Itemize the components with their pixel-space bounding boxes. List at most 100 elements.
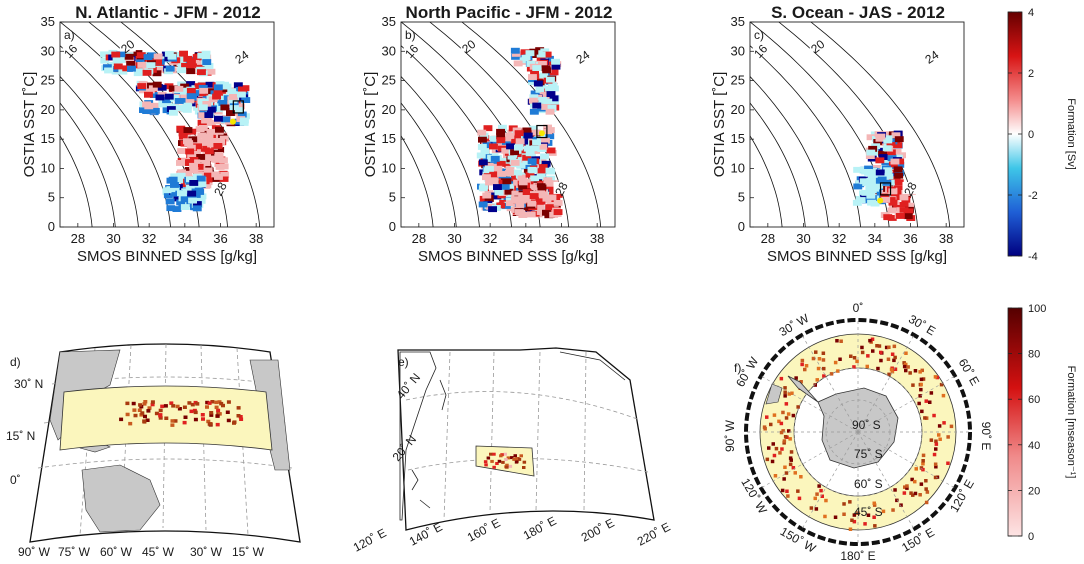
- formation-cell: [221, 403, 225, 408]
- y-axis-label: OSTIA SST [˚C]: [21, 72, 38, 178]
- formation-cell: [809, 506, 814, 510]
- panel-b-title: North Pacific - JFM - 2012: [406, 3, 613, 22]
- formation-cell: [176, 172, 186, 179]
- formation-cell: [492, 452, 496, 456]
- formation-cell: [511, 174, 521, 181]
- formation-cell: [800, 358, 805, 363]
- formation-cell: [522, 460, 527, 464]
- density-contour: [750, 45, 862, 227]
- formation-cell: [532, 65, 542, 71]
- formation-cell: [508, 464, 513, 468]
- formation-cell: [860, 345, 864, 350]
- formation-cell: [158, 414, 163, 418]
- formation-cell: [839, 339, 843, 343]
- formation-cell: [511, 190, 521, 197]
- formation-cell: [488, 206, 497, 213]
- formation-cell: [547, 194, 557, 201]
- formation-cell: [219, 176, 229, 183]
- density-contour: [88, 22, 229, 227]
- map-e-lon-label: 120˚ E: [351, 526, 389, 555]
- formation-cell: [917, 401, 921, 406]
- formation-cell: [934, 439, 938, 443]
- formation-cell: [934, 465, 938, 469]
- formation-cell: [790, 391, 794, 395]
- formation-cell: [811, 356, 816, 361]
- map-f-lat-label: 90˚ S: [852, 418, 881, 432]
- formation-cell: [497, 459, 502, 463]
- formation-cell: [822, 374, 826, 378]
- formation-cell: [485, 165, 494, 172]
- map-e-lon-label: 180˚ E: [521, 514, 559, 543]
- formation-cell: [178, 133, 188, 140]
- formation-cell: [108, 62, 118, 68]
- formation-cell: [192, 408, 197, 413]
- formation-cell: [783, 390, 787, 394]
- formation-cell: [174, 177, 184, 184]
- formation-cell: [238, 415, 243, 419]
- contour-label-bg: [403, 44, 420, 57]
- formation-cell: [535, 47, 545, 54]
- formation-cell: [866, 192, 876, 199]
- formation-cell: [170, 419, 175, 423]
- y-tick-label: 30: [41, 43, 55, 58]
- formation-cell: [166, 186, 176, 193]
- formation-cell: [480, 148, 490, 155]
- formation-cell: [887, 372, 891, 377]
- formation-cell: [913, 491, 918, 496]
- formation-cell: [887, 155, 897, 162]
- density-contour: [60, 75, 139, 227]
- formation-cell: [870, 337, 875, 341]
- formation-cell: [920, 368, 924, 373]
- map-f-graticule: [793, 367, 923, 497]
- formation-cells: [852, 130, 916, 221]
- formation-cell: [921, 377, 926, 381]
- formation-cell: [787, 392, 791, 396]
- formation-cell: [150, 402, 155, 407]
- formation-cell: [489, 143, 498, 150]
- x-tick-label: 30: [447, 231, 461, 246]
- formation-cell: [504, 188, 514, 195]
- formation-cell: [820, 494, 824, 498]
- formation-cell: [506, 143, 515, 150]
- contour-label: 28: [901, 179, 920, 198]
- formation-cell: [887, 215, 897, 221]
- formation-cell: [514, 144, 523, 151]
- formation-cell: [143, 54, 153, 60]
- formation-cell: [479, 195, 489, 202]
- y-tick-label: 35: [731, 14, 745, 29]
- formation-cell: [528, 97, 538, 104]
- formation-cell: [207, 106, 216, 113]
- formation-cell: [924, 399, 928, 403]
- map-f-spoke: [857, 334, 915, 433]
- formation-cell: [933, 475, 938, 480]
- formation-cell: [777, 419, 781, 424]
- formation-cell: [813, 383, 817, 387]
- map-f-panel-label: f): [734, 361, 741, 375]
- panel-c-label: c): [754, 28, 764, 42]
- formation-cell: [817, 357, 822, 361]
- formation-cell: [137, 408, 142, 412]
- formation-cell: [894, 186, 904, 192]
- formation-cell: [214, 400, 219, 405]
- formation-cell: [866, 134, 876, 141]
- formation-cell: [535, 86, 545, 93]
- y-axis-label: OSTIA SST [˚C]: [711, 72, 728, 178]
- formation-cell: [538, 97, 548, 103]
- formation-cell: [904, 208, 914, 215]
- formation-cell: [904, 362, 908, 367]
- formation-cell: [187, 401, 192, 405]
- formation-cell: [868, 145, 878, 152]
- formation-cell: [796, 489, 800, 493]
- formation-cell: [871, 349, 875, 353]
- formation-cell: [127, 65, 136, 72]
- formation-cell: [512, 133, 521, 140]
- map-f-spoke: [857, 431, 956, 489]
- formation-cell: [501, 157, 511, 164]
- formation-cell: [207, 422, 212, 426]
- formation-cell: [119, 417, 124, 422]
- formation-cell: [803, 367, 807, 372]
- formation-cell: [865, 364, 869, 369]
- formation-cell: [880, 193, 890, 200]
- formation-cell: [536, 51, 546, 58]
